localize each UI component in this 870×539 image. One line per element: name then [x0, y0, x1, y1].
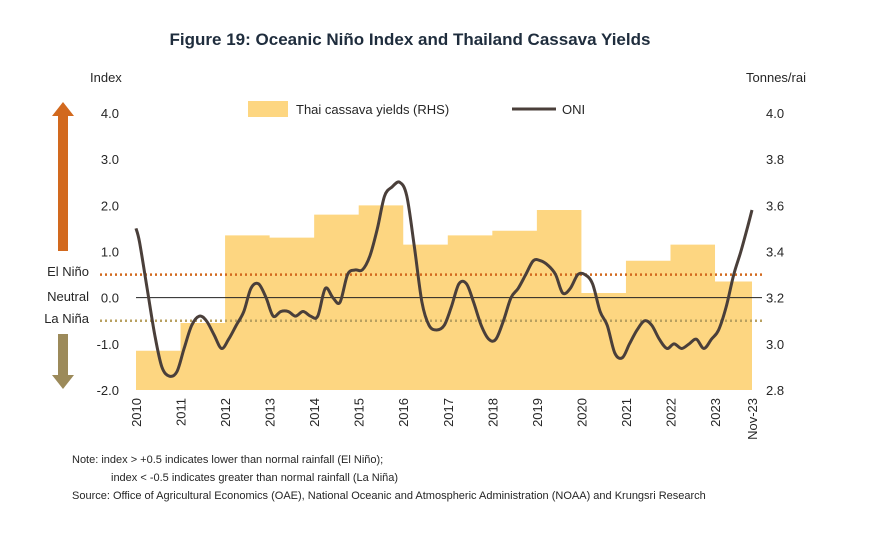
left-tick-label: -2.0 [97, 383, 119, 398]
note-line-1: Note: index > +0.5 indicates lower than … [72, 454, 383, 466]
x-tick-label: 2022 [663, 398, 678, 427]
chart-svg: Figure 19: Oceanic Niño Index and Thaila… [0, 0, 870, 534]
la-nina-label: La Niña [44, 311, 90, 326]
right-tick-label: 3.0 [766, 337, 784, 352]
x-tick-label: 2018 [485, 398, 500, 427]
legend-label-oni: ONI [562, 102, 585, 117]
chart-title: Figure 19: Oceanic Niño Index and Thaila… [170, 30, 651, 49]
right-axis-label: Tonnes/rai [746, 70, 806, 85]
x-tick-label: 2012 [218, 398, 233, 427]
neutral-label: Neutral [47, 289, 89, 304]
right-tick-label: 3.4 [766, 245, 784, 260]
x-tick-label: 2015 [352, 398, 367, 427]
left-tick-label: 4.0 [101, 106, 119, 121]
x-tick-label: Nov-23 [745, 398, 760, 440]
right-tick-label: 4.0 [766, 106, 784, 121]
x-tick-label: 2019 [530, 398, 545, 427]
el-nino-label: El Niño [47, 264, 89, 279]
x-tick-label: 2021 [619, 398, 634, 427]
x-tick-label: 2016 [396, 398, 411, 427]
x-tick-label: 2014 [307, 398, 322, 427]
x-tick-label: 2011 [174, 398, 189, 426]
chart-container: Figure 19: Oceanic Niño Index and Thaila… [0, 0, 870, 534]
left-tick-label: -1.0 [97, 337, 119, 352]
right-tick-label: 3.8 [766, 152, 784, 167]
legend-label-yields: Thai cassava yields (RHS) [296, 102, 449, 117]
x-tick-label: 2020 [574, 398, 589, 427]
left-tick-label: 3.0 [101, 152, 119, 167]
up-arrow-icon [52, 102, 74, 251]
source-note: Source: Office of Agricultural Economics… [72, 490, 706, 502]
left-axis-label: Index [90, 70, 122, 85]
left-tick-label: 0.0 [101, 291, 119, 306]
note-line-2: index < -0.5 indicates greater than norm… [111, 472, 398, 484]
down-arrow-icon [52, 334, 74, 389]
left-tick-label: 2.0 [101, 198, 119, 213]
right-tick-label: 2.8 [766, 383, 784, 398]
right-tick-label: 3.2 [766, 291, 784, 306]
right-tick-label: 3.6 [766, 198, 784, 213]
x-tick-label: 2017 [441, 398, 456, 427]
x-tick-label: 2010 [129, 398, 144, 427]
x-tick-label: 2023 [708, 398, 723, 427]
x-tick-label: 2013 [263, 398, 278, 427]
legend-swatch-yields [248, 101, 288, 117]
left-tick-label: 1.0 [101, 245, 119, 260]
